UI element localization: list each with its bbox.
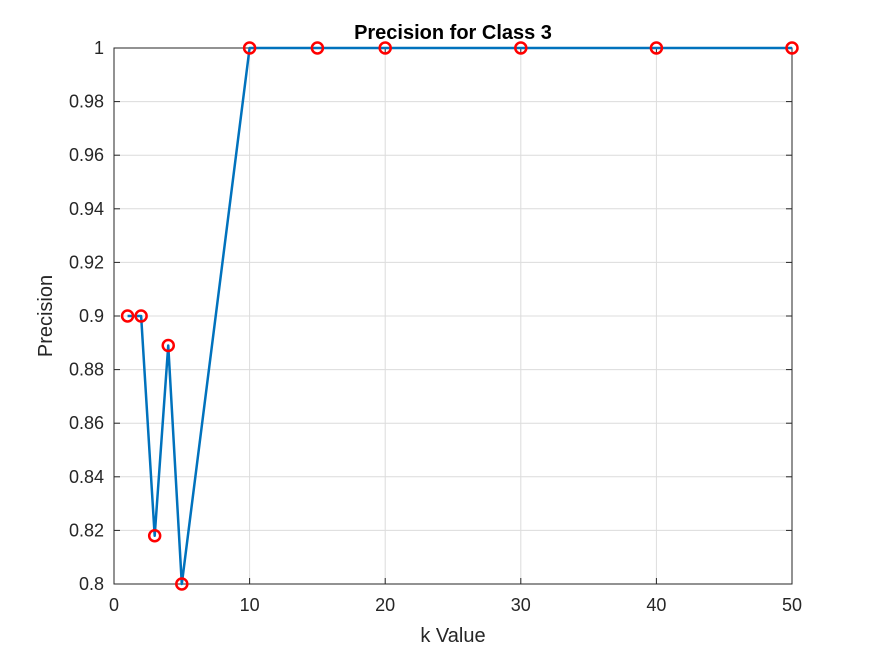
y-tick-label: 0.98 <box>69 92 104 112</box>
data-point-marker <box>161 338 175 353</box>
data-series <box>120 41 799 591</box>
x-tick-label: 0 <box>109 595 119 615</box>
y-tick-label: 0.84 <box>69 467 104 487</box>
data-point-marker <box>134 309 148 323</box>
y-tick-label: 1 <box>94 38 104 58</box>
y-axis-label: Precision <box>35 275 57 357</box>
data-point-marker <box>785 41 799 55</box>
x-tick-label: 30 <box>511 595 531 615</box>
y-tick-label: 0.86 <box>69 413 104 433</box>
data-point-marker <box>242 41 257 55</box>
data-point-marker <box>649 41 664 55</box>
data-point-marker <box>175 577 189 591</box>
y-tick-label: 0.92 <box>69 252 104 272</box>
y-tick-label: 0.9 <box>79 306 104 326</box>
grid-lines <box>114 48 792 584</box>
chart-title: Precision for Class 3 <box>354 22 552 44</box>
y-tick-label: 0.88 <box>69 360 104 380</box>
x-tick-label: 20 <box>375 595 395 615</box>
x-axis-label: k Value <box>420 625 485 647</box>
x-tick-label: 40 <box>646 595 666 615</box>
data-point-marker <box>378 41 392 55</box>
x-tick-label: 50 <box>782 595 802 615</box>
series-line <box>127 46 792 586</box>
y-tick-label: 0.96 <box>69 145 104 165</box>
y-tick-label: 0.82 <box>69 520 104 540</box>
y-tick-label: 0.94 <box>69 199 104 219</box>
data-point-marker <box>120 309 135 323</box>
data-point-marker <box>310 41 325 55</box>
data-point-marker <box>147 529 162 543</box>
tick-labels: 0 10 20 30 40 50 0.8 0.82 0.84 0.86 0.88 0.9 0.92 0.9… <box>69 38 802 615</box>
x-tick-label: 10 <box>240 595 260 615</box>
data-point-marker <box>514 41 528 55</box>
y-tick-label: 0.8 <box>79 574 104 594</box>
